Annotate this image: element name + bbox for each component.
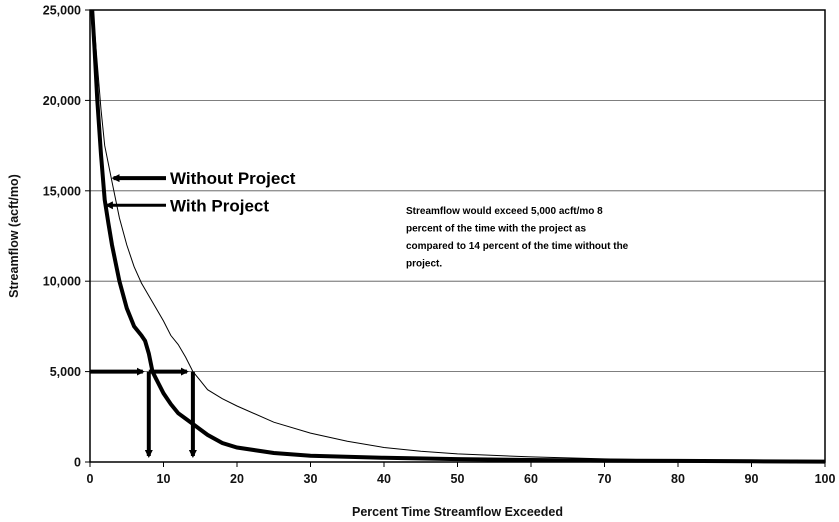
x-tick-label: 90 <box>745 472 759 486</box>
series-line-with-project <box>90 9 826 464</box>
y-axis-label: Streamflow (acft/mo) <box>7 174 21 298</box>
y-tick-label: 25,000 <box>43 4 81 18</box>
x-tick-label: 50 <box>451 472 465 486</box>
x-tick-label: 20 <box>230 472 244 486</box>
note-line-1: Streamflow would exceed 5,000 acft/mo 8 <box>406 206 603 217</box>
note-line-2: percent of the time with the project as <box>406 224 586 235</box>
gridlines <box>90 100 825 373</box>
x-axis-ticks: 0 10 20 30 40 50 60 70 80 90 100 <box>87 462 836 486</box>
y-tick-label: 20,000 <box>43 94 81 108</box>
annotation-note: Streamflow would exceed 5,000 acft/mo 8 … <box>406 206 629 270</box>
y-tick-label: 10,000 <box>43 275 81 289</box>
label-arrows <box>104 174 166 210</box>
x-tick-label: 60 <box>524 472 538 486</box>
x-tick-label: 100 <box>815 472 836 486</box>
plot-area <box>89 9 826 463</box>
series-line-without-project <box>91 9 826 462</box>
label-without-project: Without Project <box>170 169 296 188</box>
y-tick-label: 5,000 <box>50 365 81 379</box>
x-tick-label: 70 <box>598 472 612 486</box>
y-tick-label: 15,000 <box>43 184 81 198</box>
x-tick-label: 40 <box>377 472 391 486</box>
note-line-4: project. <box>406 259 442 270</box>
x-tick-label: 30 <box>304 472 318 486</box>
x-tick-label: 0 <box>87 472 94 486</box>
x-tick-label: 80 <box>671 472 685 486</box>
threshold-arrows <box>90 367 197 458</box>
y-tick-label: 0 <box>74 456 81 470</box>
label-with-project: With Project <box>170 196 269 215</box>
note-line-3: compared to 14 percent of the time witho… <box>406 241 629 252</box>
x-axis-label: Percent Time Streamflow Exceeded <box>352 505 563 519</box>
y-axis-ticks: 0 5,000 10,000 15,000 20,000 25,000 <box>43 4 90 470</box>
x-tick-label: 10 <box>157 472 171 486</box>
